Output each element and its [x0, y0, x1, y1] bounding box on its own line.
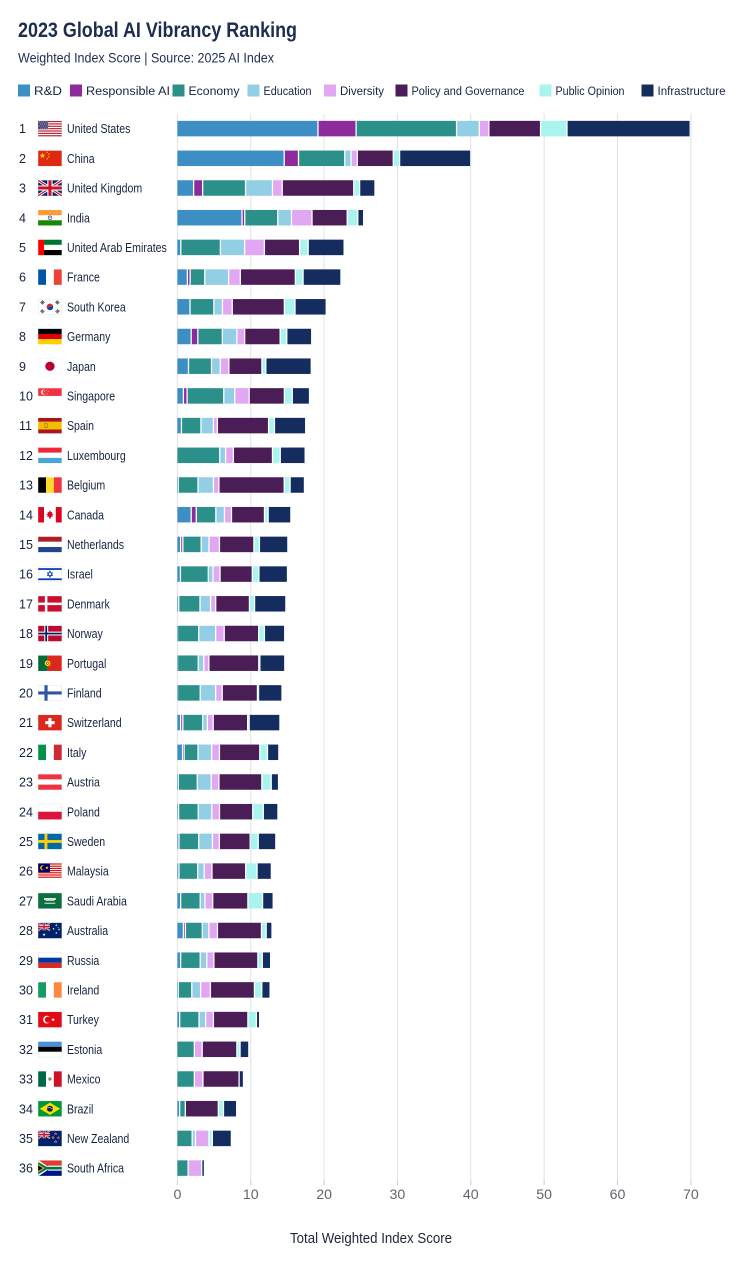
svg-text:36: 36: [19, 1162, 33, 1176]
svg-text:United States: United States: [67, 122, 130, 136]
svg-text:32: 32: [19, 1043, 33, 1057]
svg-text:10: 10: [243, 1187, 259, 1203]
svg-text:Estonia: Estonia: [67, 1043, 102, 1057]
svg-text:3: 3: [19, 182, 26, 196]
svg-text:20: 20: [19, 687, 33, 701]
svg-text:Finland: Finland: [67, 687, 102, 701]
svg-text:10: 10: [19, 390, 33, 404]
svg-text:30: 30: [19, 984, 33, 998]
svg-text:Switzerland: Switzerland: [67, 716, 122, 730]
svg-text:21: 21: [19, 716, 33, 730]
svg-text:20: 20: [316, 1187, 332, 1203]
svg-text:5: 5: [19, 241, 26, 255]
svg-text:Turkey: Turkey: [67, 1013, 100, 1027]
svg-text:Denmark: Denmark: [67, 597, 110, 611]
svg-text:Sweden: Sweden: [67, 835, 105, 849]
svg-text:South Korea: South Korea: [67, 300, 126, 314]
svg-text:Germany: Germany: [67, 330, 111, 344]
svg-text:Diversity: Diversity: [340, 84, 385, 98]
svg-text:Economy: Economy: [189, 84, 241, 98]
svg-text:Education: Education: [264, 84, 312, 98]
svg-text:Luxembourg: Luxembourg: [67, 449, 126, 463]
svg-text:Public Opinion: Public Opinion: [556, 84, 625, 98]
svg-text:Malaysia: Malaysia: [67, 865, 109, 879]
svg-text:6: 6: [19, 271, 26, 285]
svg-text:Singapore: Singapore: [67, 390, 115, 404]
svg-text:14: 14: [19, 508, 33, 522]
svg-text:70: 70: [683, 1187, 699, 1203]
svg-text:33: 33: [19, 1073, 33, 1087]
svg-text:4: 4: [19, 211, 26, 225]
svg-text:2023 Global AI Vibrancy Rankin: 2023 Global AI Vibrancy Ranking: [18, 18, 297, 42]
svg-text:50: 50: [536, 1187, 552, 1203]
svg-text:Norway: Norway: [67, 627, 103, 641]
svg-text:Austria: Austria: [67, 776, 100, 790]
svg-text:9: 9: [19, 360, 26, 374]
svg-text:France: France: [67, 271, 100, 285]
svg-text:Russia: Russia: [67, 954, 99, 968]
svg-text:Mexico: Mexico: [67, 1073, 101, 1087]
svg-text:Policy and Governance: Policy and Governance: [412, 84, 525, 98]
svg-text:60: 60: [610, 1187, 626, 1203]
svg-text:23: 23: [19, 776, 33, 790]
svg-text:34: 34: [19, 1102, 33, 1116]
svg-text:29: 29: [19, 954, 33, 968]
svg-text:Responsible AI: Responsible AI: [86, 84, 170, 98]
svg-text:Brazil: Brazil: [67, 1102, 93, 1116]
svg-text:17: 17: [19, 597, 33, 611]
svg-text:16: 16: [19, 568, 33, 582]
svg-text:Israel: Israel: [67, 568, 93, 582]
svg-text:Infrastructure: Infrastructure: [658, 84, 726, 98]
svg-text:18: 18: [19, 627, 33, 641]
svg-text:Japan: Japan: [67, 360, 96, 374]
svg-text:United Kingdom: United Kingdom: [67, 182, 142, 196]
svg-text:Belgium: Belgium: [67, 479, 105, 493]
svg-text:Saudi Arabia: Saudi Arabia: [67, 894, 127, 908]
svg-text:12: 12: [19, 449, 33, 463]
svg-text:40: 40: [463, 1187, 479, 1203]
svg-text:Canada: Canada: [67, 508, 104, 522]
svg-text:22: 22: [19, 746, 33, 760]
svg-text:Total Weighted Index Score: Total Weighted Index Score: [290, 1231, 452, 1247]
svg-text:35: 35: [19, 1132, 33, 1146]
svg-text:8: 8: [19, 330, 26, 344]
svg-text:China: China: [67, 152, 95, 166]
svg-text:Poland: Poland: [67, 805, 100, 819]
svg-text:11: 11: [19, 419, 32, 433]
svg-text:Australia: Australia: [67, 924, 108, 938]
svg-text:South Africa: South Africa: [67, 1162, 124, 1176]
svg-text:Ireland: Ireland: [67, 984, 99, 998]
svg-text:31: 31: [19, 1013, 33, 1027]
svg-text:0: 0: [173, 1187, 181, 1203]
svg-text:28: 28: [19, 924, 33, 938]
svg-text:R&D: R&D: [34, 84, 62, 98]
svg-text:25: 25: [19, 835, 33, 849]
svg-text:27: 27: [19, 894, 33, 908]
svg-text:7: 7: [19, 300, 26, 314]
svg-text:1: 1: [19, 122, 26, 136]
svg-text:New Zealand: New Zealand: [67, 1132, 129, 1146]
svg-text:19: 19: [19, 657, 33, 671]
svg-text:2: 2: [19, 152, 26, 166]
svg-text:30: 30: [390, 1187, 406, 1203]
svg-text:Italy: Italy: [67, 746, 87, 760]
svg-text:24: 24: [19, 805, 33, 819]
svg-text:15: 15: [19, 538, 33, 552]
svg-text:Weighted Index Score | Source:: Weighted Index Score | Source: 2025 AI I…: [18, 51, 274, 66]
svg-text:Spain: Spain: [67, 419, 94, 433]
svg-text:26: 26: [19, 865, 33, 879]
svg-text:13: 13: [19, 479, 33, 493]
svg-text:Portugal: Portugal: [67, 657, 106, 671]
svg-text:India: India: [67, 211, 90, 225]
svg-text:United Arab Emirates: United Arab Emirates: [67, 241, 167, 255]
svg-text:Netherlands: Netherlands: [67, 538, 124, 552]
